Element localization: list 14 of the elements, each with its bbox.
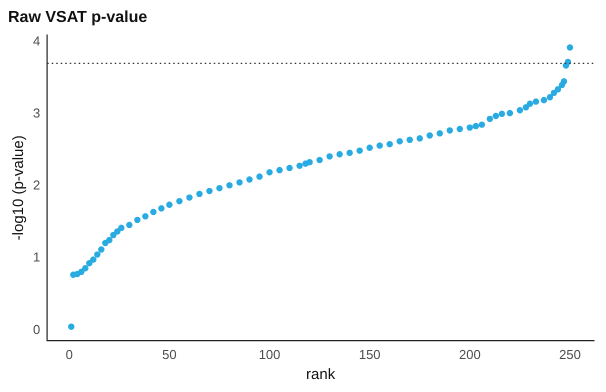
- y-tick-label: 3: [32, 105, 40, 120]
- x-tick-label: 250: [559, 346, 581, 362]
- y-tick-label: 4: [32, 33, 40, 48]
- x-tick-label: 150: [358, 346, 381, 362]
- y-tick-label: 1: [32, 250, 40, 265]
- y-axis-title: -log10 (p-value): [10, 135, 28, 240]
- y-tick-label: 0: [32, 322, 40, 337]
- x-tick-label: 50: [162, 346, 177, 362]
- y-tick-label: 2: [32, 178, 40, 193]
- x-tick-label: 100: [258, 346, 280, 362]
- chart-title: Raw VSAT p-value: [8, 9, 148, 26]
- x-tick-label: 0: [66, 346, 73, 362]
- x-tick-label: 200: [458, 346, 481, 362]
- x-axis-title: rank: [306, 366, 336, 384]
